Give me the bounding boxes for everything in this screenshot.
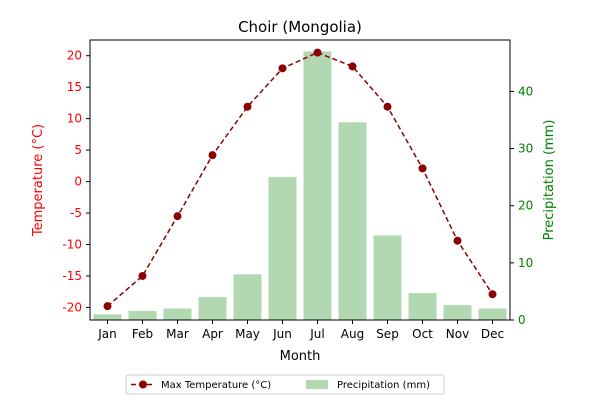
legend-label-precipitation: Precipitation (mm) <box>337 380 430 391</box>
x-tick-label-feb: Feb <box>132 327 153 341</box>
temperature-point-jul <box>313 48 322 57</box>
precipitation-bar-mar <box>163 308 192 320</box>
left-tick-label: 15 <box>67 80 82 94</box>
temperature-point-sep <box>383 102 392 111</box>
legend-label-temperature: Max Temperature (°C) <box>161 380 271 391</box>
x-tick-label-sep: Sep <box>376 327 399 341</box>
precipitation-bar-jul <box>303 51 332 321</box>
precipitation-bars <box>93 51 507 321</box>
temperature-line-path <box>107 51 494 307</box>
left-tick-label: 20 <box>67 49 82 63</box>
right-tick-label: 10 <box>518 256 533 270</box>
precipitation-bar-aug <box>338 122 367 321</box>
left-tick-label: 10 <box>67 112 82 126</box>
plot-frame <box>89 39 511 321</box>
right-axis-label: Precipitation (mm) <box>542 120 557 241</box>
precipitation-bar-apr <box>198 297 227 320</box>
left-tick-label: -10 <box>62 237 82 251</box>
precipitation-bar-sep <box>373 235 402 320</box>
x-tick-label-may: May <box>235 327 260 341</box>
legend-marker-swatch <box>139 380 147 389</box>
temperature-point-apr <box>208 151 217 160</box>
left-tick-label: -5 <box>70 206 82 220</box>
x-tick-label-mar: Mar <box>166 327 189 341</box>
temperature-point-mar <box>173 212 182 221</box>
precipitation-bar-jan <box>93 314 122 320</box>
right-tick-label: 20 <box>518 199 533 213</box>
x-tick-label-nov: Nov <box>446 327 469 341</box>
x-axis-label: Month <box>280 349 321 364</box>
precipitation-bar-may <box>233 274 262 320</box>
x-tick-label-aug: Aug <box>341 327 364 341</box>
right-axis: 0 10 20 30 40 <box>510 84 533 327</box>
temperature-point-nov <box>453 236 462 245</box>
x-tick-label-jul: Jul <box>309 327 324 341</box>
x-tick-label-jan: Jan <box>97 327 117 341</box>
left-axis: -20 -15 -10 -5 0 5 10 15 20 <box>62 49 90 314</box>
left-tick-label: 0 <box>74 175 82 189</box>
x-tick-label-jun: Jun <box>272 327 292 341</box>
left-tick-label: -15 <box>62 269 82 283</box>
x-tick-label-apr: Apr <box>202 327 223 341</box>
right-tick-label: 40 <box>518 84 533 98</box>
precipitation-bar-nov <box>443 305 472 320</box>
right-tick-label: 0 <box>518 313 526 327</box>
legend-bar-swatch <box>306 380 328 389</box>
chart-title: Choir (Mongolia) <box>238 18 362 36</box>
left-tick-label: 5 <box>74 143 82 157</box>
left-axis-label: Temperature (°C) <box>31 124 46 237</box>
temperature-line <box>103 48 497 311</box>
precipitation-bar-jun <box>268 177 297 320</box>
temperature-point-aug <box>348 62 357 71</box>
temperature-point-jun <box>278 64 287 73</box>
x-tick-label-oct: Oct <box>412 327 433 341</box>
legend-frame <box>125 374 445 395</box>
precipitation-bar-dec <box>478 308 507 320</box>
precipitation-bar-feb <box>128 310 157 320</box>
x-axis: Jan Feb Mar Apr May Jun Jul Aug Sep Oct Nov Dec <box>97 320 504 341</box>
left-tick-label: -20 <box>62 300 82 314</box>
temperature-point-jan <box>103 302 112 311</box>
legend: Max Temperature (°C) Precipitation (mm) <box>125 374 445 395</box>
temperature-point-may <box>243 102 252 111</box>
x-tick-label-dec: Dec <box>481 327 504 341</box>
precipitation-bar-oct <box>408 293 437 320</box>
right-tick-label: 30 <box>518 142 533 156</box>
temperature-point-oct <box>418 164 427 173</box>
temperature-point-dec <box>488 290 497 299</box>
temperature-point-feb <box>138 271 147 280</box>
